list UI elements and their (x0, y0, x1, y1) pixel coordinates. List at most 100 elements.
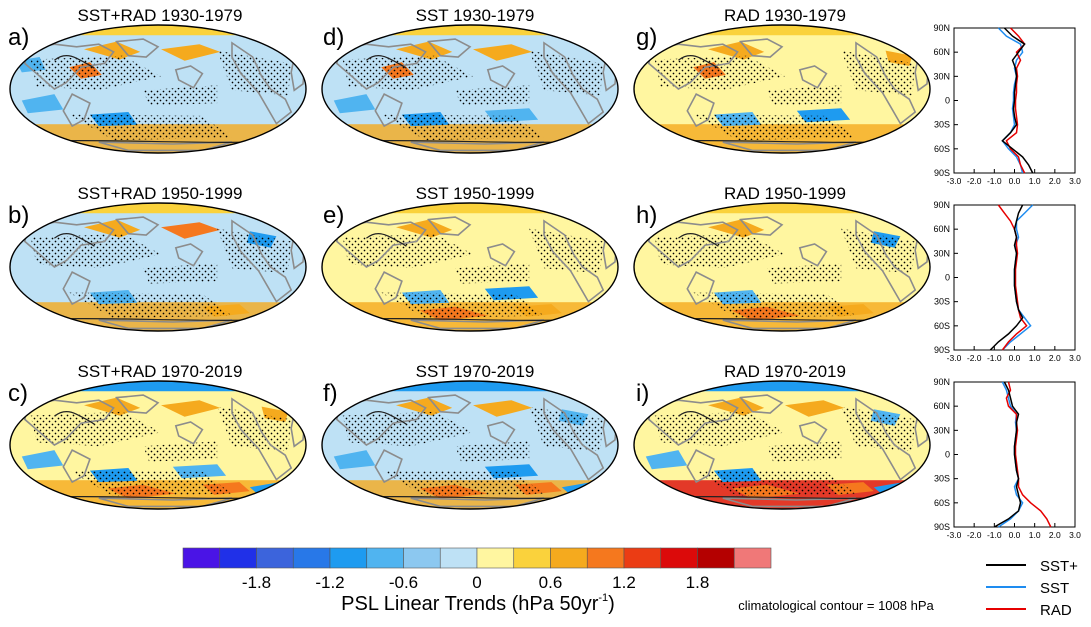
significance-stipple (693, 292, 856, 319)
map-outline (321, 202, 619, 332)
y-tick-label: 60S (934, 144, 950, 154)
colorbar-swatch (439, 547, 478, 569)
coastline (174, 243, 204, 267)
panel-letter: i) (636, 380, 649, 407)
significance-stipple (529, 228, 604, 274)
colorbar-swatch (697, 547, 735, 569)
significance-stipple (69, 114, 232, 141)
coastline (486, 65, 516, 89)
colorbar: -1.8 -1.2 -0.6 0 0.6 1.2 1.8 (182, 547, 772, 592)
colorbar-swatch (292, 547, 331, 569)
coastline (335, 43, 427, 90)
coastline (23, 399, 115, 446)
map-panel: c) SST+RAD 1970-2019 (8, 362, 307, 510)
significance-stipple (455, 85, 530, 106)
coastline (174, 421, 204, 445)
negative-anomaly (645, 450, 688, 470)
coastline (486, 243, 516, 267)
y-tick-label: 30S (934, 474, 950, 484)
climatological-contour (678, 55, 719, 69)
x-tick-label: -1.0 (987, 176, 1002, 186)
significance-stipple (381, 292, 544, 319)
y-tick-label: 60N (933, 47, 950, 57)
map-panel: d) SST 1930-1979 (321, 6, 619, 154)
significance-stipple (381, 470, 544, 497)
coastline (231, 219, 293, 303)
y-tick-label: 30N (933, 425, 950, 435)
negative-anomaly (21, 94, 64, 114)
coastline (798, 243, 828, 267)
panel-letter: c) (8, 380, 28, 407)
coastline (115, 38, 160, 58)
colorbar-swatch (182, 547, 221, 569)
colorbar-swatch (660, 547, 698, 569)
significance-stipple (529, 50, 604, 96)
zonal-series-rad (1005, 27, 1026, 174)
significance-stipple (342, 411, 473, 447)
x-tick-label: -3.0 (947, 176, 962, 186)
map-field (322, 381, 618, 509)
map-field (634, 203, 930, 331)
panel-title: RAD 1970-2019 (724, 362, 846, 381)
coastline (427, 216, 472, 236)
coastline (374, 449, 403, 484)
arctic-band (634, 203, 930, 214)
climatological-contour (366, 55, 407, 69)
significance-stipple (69, 470, 232, 497)
coastline (686, 93, 715, 128)
y-tick-label: 90S (934, 522, 950, 532)
coastline (543, 41, 605, 125)
map-outline (633, 202, 931, 332)
map-outline (633, 24, 931, 154)
map-outline (321, 380, 619, 510)
colorbar-swatch (733, 547, 772, 569)
colorbar-tick-label: 0 (472, 573, 481, 592)
coastline (686, 449, 715, 484)
x-tick-label: 0.0 (1009, 530, 1021, 540)
panel-title: RAD 1950-1999 (724, 184, 846, 203)
y-tick-label: 60S (934, 321, 950, 331)
zonal-mean-panel: 90N 60N 30N 0 30S 60S 90S-3.0 -2.0 -1.0 0.0 1.0 2.0… (933, 23, 1081, 186)
contour-note: climatological contour = 1008 hPa (738, 598, 934, 613)
panel-letter: f) (323, 380, 338, 407)
map-panels: a) SST+RAD 1930-1979 b) SST+RAD 1950-1999 c)… (8, 6, 931, 510)
negative-anomaly (333, 450, 376, 470)
significance-stipple (841, 228, 916, 274)
zonal-series-sst (997, 27, 1024, 174)
map-panel: a) SST+RAD 1930-1979 (8, 6, 307, 154)
coastline (98, 497, 233, 508)
arctic-band (10, 25, 306, 36)
coastline (855, 219, 917, 303)
significance-stipple (767, 263, 842, 284)
coastline (410, 497, 545, 508)
climatological-contour (54, 411, 95, 425)
zonal-mean-panel: 90N 60N 30N 0 30S 60S 90S-3.0 -2.0 -1.0 0.0 1.0 2.0… (933, 200, 1081, 363)
coastline (798, 421, 828, 445)
x-tick-label: 1.0 (1029, 176, 1041, 186)
map-outline (9, 380, 307, 510)
climatological-contour (678, 233, 719, 247)
coastline (62, 93, 91, 128)
significance-stipple (654, 411, 785, 447)
x-tick-label: 1.0 (1029, 530, 1041, 540)
positive-anomaly (161, 400, 221, 417)
panel-letter: g) (636, 24, 657, 51)
map-panel: h) RAD 1950-1999 (633, 184, 931, 332)
zonal-series-rad (1005, 381, 1052, 528)
panel-title: SST 1970-2019 (416, 362, 535, 381)
y-tick-label: 90N (933, 200, 950, 210)
climatological-contour (54, 233, 95, 247)
coastline (427, 394, 472, 414)
map-field (634, 25, 930, 153)
y-tick-label: 90N (933, 377, 950, 387)
significance-stipple (143, 85, 218, 106)
y-tick-label: 30S (934, 297, 950, 307)
map-field (634, 381, 930, 509)
climatological-contour (678, 411, 719, 425)
positive-anomaly (161, 222, 221, 239)
y-tick-label: 60N (933, 224, 950, 234)
map-panel: e) SST 1950-1999 (321, 184, 619, 332)
coastline (98, 141, 233, 152)
coastline (23, 43, 115, 90)
colorbar-swatch (219, 547, 257, 569)
